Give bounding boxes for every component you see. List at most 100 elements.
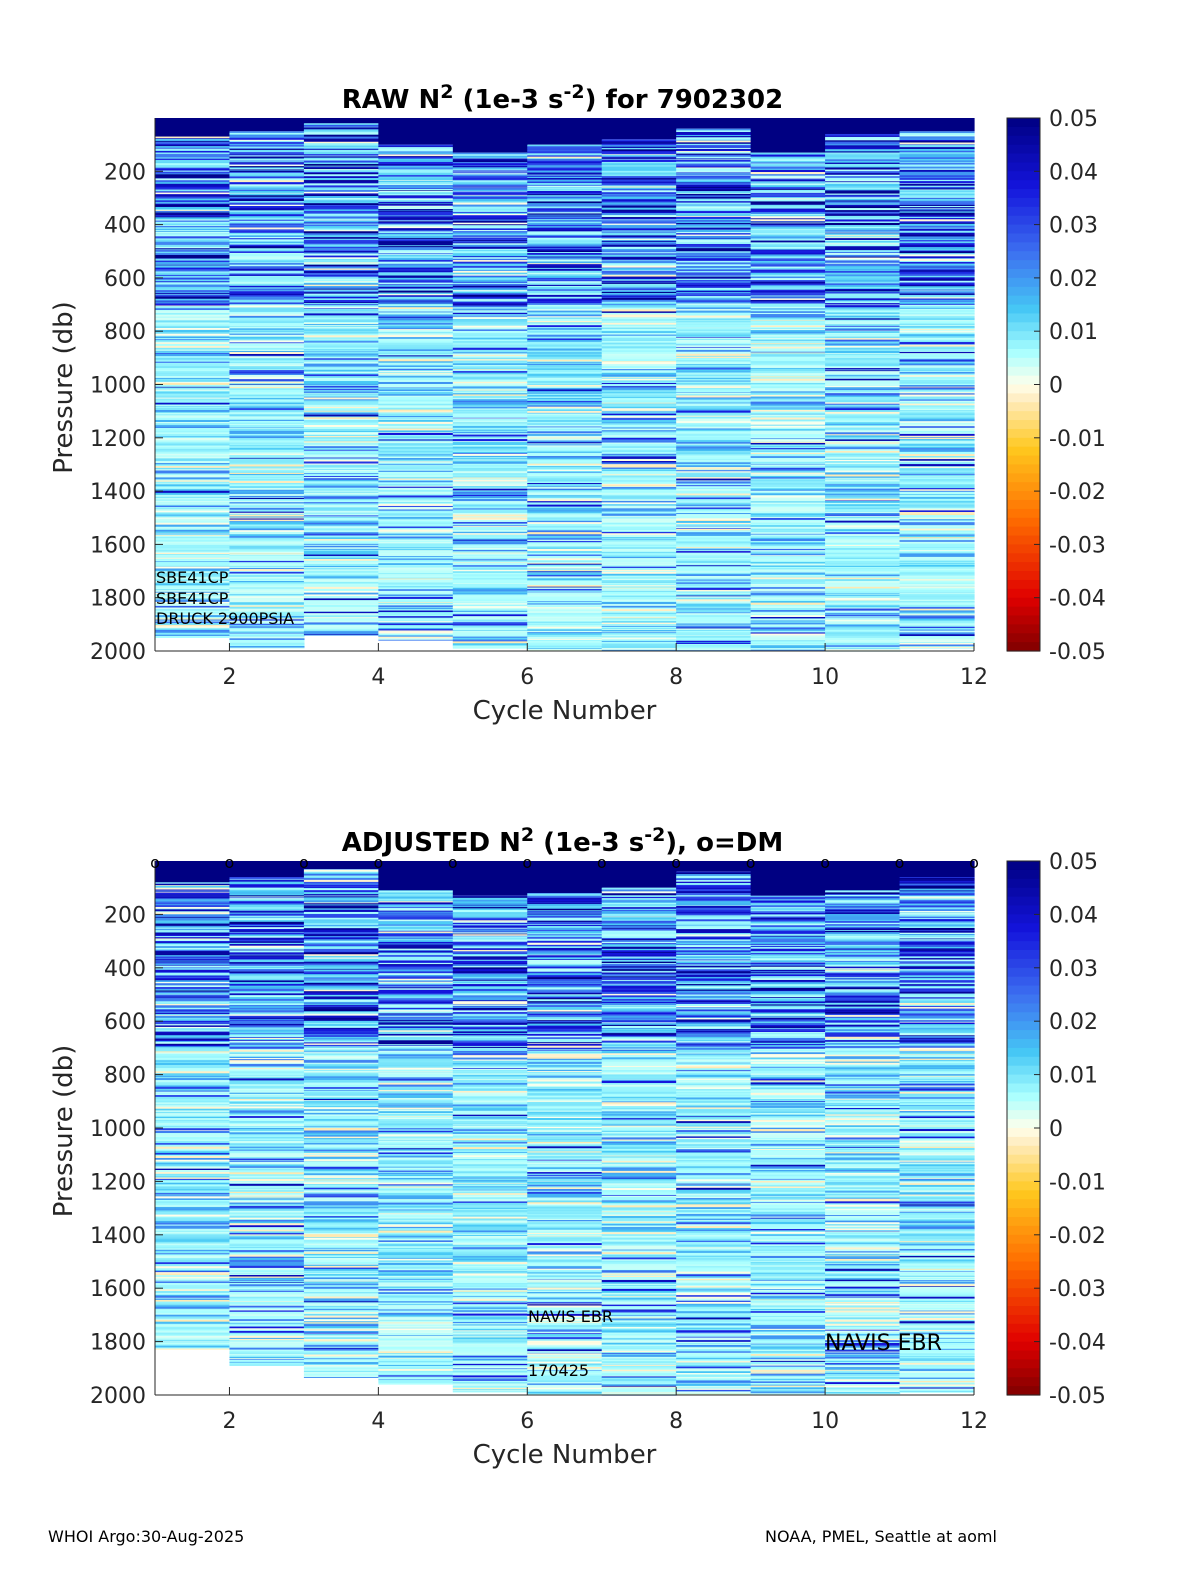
n2-stripe (229, 268, 305, 272)
n2-stripe (155, 930, 231, 932)
n2-stripe (825, 465, 901, 467)
y-tick-label: 1400 (90, 480, 146, 505)
n2-stripe (229, 1116, 305, 1119)
n2-stripe (601, 327, 677, 330)
y-tick-label: 400 (104, 214, 146, 239)
n2-stripe (155, 1281, 231, 1284)
n2-stripe (899, 269, 975, 271)
n2-stripe (378, 176, 454, 179)
n2-stripe (303, 154, 379, 156)
n2-stripe (155, 1138, 231, 1141)
n2-stripe (825, 133, 901, 137)
n2-stripe (899, 592, 975, 593)
n2-stripe (303, 241, 379, 244)
n2-stripe (452, 265, 528, 269)
n2-stripe (676, 452, 752, 455)
n2-stripe (750, 626, 826, 628)
n2-stripe (452, 213, 528, 216)
n2-stripe (303, 627, 379, 630)
n2-stripe (750, 181, 826, 183)
n2-stripe (601, 547, 677, 550)
n2-stripe (378, 327, 454, 330)
n2-stripe (378, 188, 454, 190)
n2-stripe (601, 563, 677, 566)
n2-stripe (229, 641, 305, 643)
n2-stripe (155, 1096, 231, 1100)
n2-stripe (899, 183, 975, 186)
n2-stripe (229, 1074, 305, 1077)
n2-stripe (452, 212, 528, 215)
n2-stripe (527, 217, 603, 220)
n2-stripe (527, 588, 603, 590)
y-tick-label: 1600 (90, 533, 146, 558)
n2-stripe (155, 548, 231, 550)
colorbar-tick-label: 0.01 (1049, 320, 1098, 345)
n2-stripe (601, 166, 677, 170)
n2-stripe (155, 449, 231, 451)
n2-stripe (155, 1214, 231, 1217)
n2-stripe (452, 290, 528, 292)
n2-stripe (527, 463, 603, 466)
n2-stripe (378, 601, 454, 604)
n2-stripe (155, 544, 231, 547)
colorbar-segment (1007, 375, 1040, 386)
n2-stripe (750, 559, 826, 561)
n2-stripe (601, 394, 677, 398)
n2-stripe (229, 509, 305, 512)
n2-stripe (303, 543, 379, 546)
n2-stripe (452, 498, 528, 500)
n2-stripe (155, 917, 231, 919)
n2-stripe (378, 346, 454, 350)
n2-stripe (527, 480, 603, 482)
n2-stripe (155, 347, 231, 350)
n2-stripe (601, 566, 677, 569)
n2-stripe (750, 641, 826, 644)
n2-stripe (155, 1040, 231, 1042)
n2-stripe (378, 372, 454, 374)
n2-stripe (750, 565, 826, 568)
n2-stripe (676, 230, 752, 233)
n2-stripe (750, 643, 826, 645)
y-tick-label: 1200 (90, 427, 146, 452)
n2-stripe (750, 206, 826, 209)
n2-stripe (527, 164, 603, 168)
n2-stripe (825, 324, 901, 327)
n2-stripe (229, 430, 305, 433)
n2-stripe (303, 567, 379, 569)
x-tick-label: 6 (520, 665, 534, 690)
n2-stripe (378, 365, 454, 368)
n2-stripe (527, 367, 603, 369)
n2-stripe (452, 305, 528, 308)
n2-stripe (825, 233, 901, 236)
n2-stripe (155, 1019, 231, 1022)
n2-stripe (527, 587, 603, 589)
n2-stripe (527, 322, 603, 324)
n2-stripe (452, 547, 528, 549)
n2-stripe (452, 241, 528, 243)
n2-stripe (155, 403, 231, 405)
n2-stripe (452, 411, 528, 413)
n2-stripe (155, 627, 231, 629)
n2-stripe (155, 496, 231, 499)
n2-stripe (378, 243, 454, 246)
n2-stripe (750, 376, 826, 378)
n2-stripe (825, 320, 901, 323)
n2-stripe (155, 256, 231, 259)
n2-stripe (676, 416, 752, 419)
n2-stripe (825, 586, 901, 589)
n2-stripe (155, 1130, 231, 1134)
n2-stripe (825, 238, 901, 241)
n2-stripe (303, 560, 379, 563)
n2-stripe (303, 201, 379, 204)
n2-stripe (527, 611, 603, 614)
n2-stripe (229, 1056, 305, 1059)
n2-stripe (527, 359, 603, 362)
n2-stripe (155, 487, 231, 489)
n2-stripe (452, 253, 528, 255)
n2-stripe (899, 429, 975, 432)
n2-stripe (378, 409, 454, 412)
n2-stripe (155, 397, 231, 399)
n2-stripe (750, 517, 826, 519)
n2-stripe (676, 627, 752, 629)
n2-stripe (303, 275, 379, 278)
